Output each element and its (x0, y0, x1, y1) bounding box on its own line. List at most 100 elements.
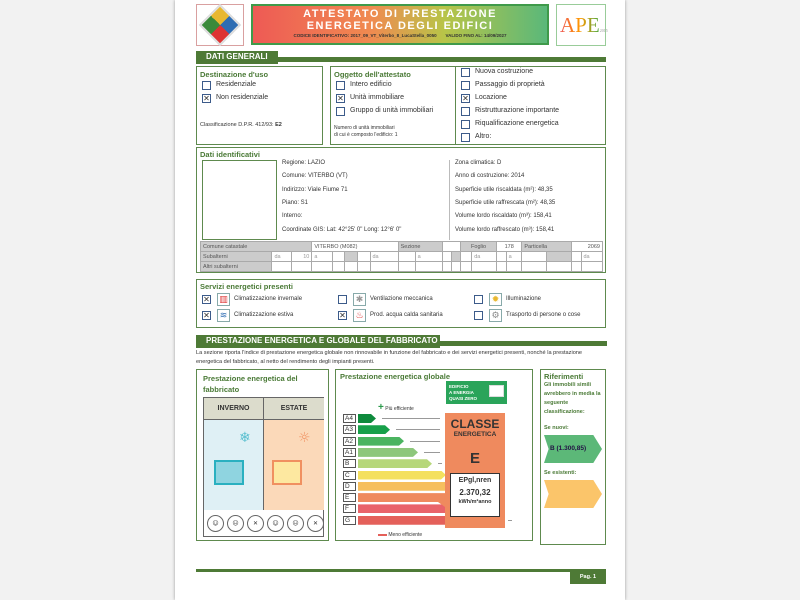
dati-identificativi-title: Dati identificativi (200, 150, 261, 159)
nuovi-arrow: B (1.300,85) (544, 435, 602, 463)
checkbox[interactable] (202, 81, 211, 90)
checkbox[interactable]: ✕ (202, 94, 211, 103)
class-label: A1 (343, 447, 356, 457)
checkbox-label: Non residenziale (216, 94, 269, 101)
service-checkbox[interactable]: ✕ (202, 295, 211, 304)
id-field: Regione: LAZIO (282, 160, 326, 166)
class-bar (358, 516, 502, 525)
class-line (410, 440, 440, 442)
id-field: Volume lordo raffrescato (m³): 158,41 (455, 226, 555, 233)
summer-house-icon: ☼ (264, 420, 324, 510)
servizi-box: Servizi energetici presenti ✕ ▥ Climatizza… (196, 279, 606, 328)
class-line (396, 429, 440, 431)
estate-label: ESTATE (264, 398, 324, 420)
service-label: Illuminazione (506, 296, 542, 302)
globale-title: Prestazione energetica globale (340, 372, 451, 381)
smiley-crossed-icon: ✕ (247, 515, 264, 532)
class-bar (358, 414, 376, 423)
riferimenti-title: Riferimenti (544, 372, 584, 381)
smiley-crossed-icon: ✕ (307, 515, 324, 532)
class-bar (358, 493, 474, 502)
servizi-title: Servizi energetici presenti (200, 282, 293, 291)
id-field: Volume lordo riscaldato (m³): 158,41 (455, 213, 552, 220)
building-photo (202, 160, 277, 240)
smiley-icon: ☺ (207, 515, 224, 532)
service-checkbox[interactable] (474, 311, 483, 320)
prestazione-header: PRESTAZIONE ENERGETICA E GLOBALE DEL FAB… (196, 335, 440, 348)
classificazione: Classificazione D.P.R. 412/93: E2 (200, 122, 282, 128)
classe-box: CLASSE ENERGETICA E EPgl,nren 2.370,32 k… (438, 413, 505, 528)
class-label: A3 (343, 425, 356, 435)
class-line (424, 451, 440, 453)
checkbox-label: Intero edificio (350, 81, 392, 88)
radiator-icon: ▥ (217, 293, 230, 306)
esistenti-arrow (544, 480, 602, 508)
checkbox[interactable] (336, 81, 345, 90)
oggetto-title: Oggetto dell'attestato (334, 70, 411, 79)
esistenti-label: Se esistenti: (544, 470, 577, 476)
checkbox[interactable] (461, 133, 470, 142)
nzeb-box: EDIFICIO A ENERGIA QUASI ZERO (446, 381, 507, 404)
gear-icon: ⚙ (489, 309, 502, 322)
valid-label: VALIDO FINO AL: (445, 33, 483, 38)
destinazione-title: Destinazione d'uso (200, 70, 269, 79)
dati-identificativi-box: Dati identificativi Regione: LAZIO Comune… (196, 147, 606, 273)
prestazione-description: La sezione riporta l'indice di prestazio… (196, 350, 583, 365)
ep-value: 2.370,32 (459, 488, 491, 497)
title-banner: ATTESTATO DI PRESTAZIONE ENERGETICA DEGL… (251, 4, 549, 45)
checkbox[interactable]: ✕ (461, 94, 470, 103)
class-label: C (343, 470, 356, 480)
id-field: Indirizzo: Viale Fiume 71 (282, 186, 348, 193)
class-label: G (343, 515, 356, 525)
certificate-page: ATTESTATO DI PRESTAZIONE ENERGETICA DEGL… (175, 0, 625, 600)
service-checkbox[interactable]: ✕ (338, 311, 347, 320)
checkbox-label: Passaggio di proprietà (475, 81, 545, 88)
service-checkbox[interactable] (338, 295, 347, 304)
checkbox-label: Nuova costruzione (475, 68, 533, 75)
checkbox-label: Residenziale (216, 81, 257, 88)
checkbox-label: Altro: (475, 133, 492, 140)
oggetto-box: Oggetto dell'attestato Intero edificio ✕ U… (330, 66, 606, 145)
dati-generali-header: DATI GENERALI (196, 51, 278, 64)
tap-icon: ♨ (353, 309, 366, 322)
class-label: D (343, 481, 356, 491)
id-field: Piano: S1 (282, 199, 309, 206)
page-number: Pag. 1 (570, 571, 606, 584)
nzeb-checkbox (489, 385, 504, 397)
checkbox[interactable] (461, 107, 470, 116)
smiley-icon: ☺ (267, 515, 284, 532)
class-line (438, 463, 442, 465)
class-label: A2 (343, 436, 356, 446)
checkbox[interactable] (461, 81, 470, 90)
minus-icon (378, 533, 387, 536)
checkbox-label: Ristrutturazione importante (475, 107, 560, 114)
id-field: Superficie utile riscaldata (m²): 48,35 (455, 186, 553, 193)
catasto-table: Comune catastale VITERBO (M082) Sezione Fog… (199, 241, 604, 272)
checkbox[interactable]: ✕ (336, 94, 345, 103)
id-field: Coordinate GIS: Lat: 42°25' 0" Long: 12°… (282, 226, 402, 233)
plus-icon: + (378, 402, 384, 413)
checkbox[interactable] (461, 68, 470, 77)
service-checkbox[interactable] (474, 295, 483, 304)
nuovi-label: Se nuovi: (544, 425, 569, 431)
fabbricato-title: Prestazione energetica del fabbricato (203, 374, 298, 394)
class-line (508, 519, 512, 521)
checkbox[interactable] (336, 107, 345, 116)
service-checkbox[interactable]: ✕ (202, 311, 211, 320)
class-bar (358, 482, 460, 491)
service-label: Trasporto di persone o cose (506, 312, 581, 318)
class-label: E (343, 493, 356, 503)
valid-value: 14/09/2027 (483, 33, 507, 38)
id-field: Comune: VITERBO (VT) (282, 173, 348, 180)
checkbox-label: Gruppo di unità immobiliari (350, 107, 434, 114)
winter-house-icon: ❄ (204, 420, 264, 510)
globale-box: Prestazione energetica globale + Più eff… (335, 369, 533, 541)
id-field: Superficie utile raffrescata (m²): 48,35 (455, 199, 556, 206)
riferimenti-box: Riferimenti Gli immobili simili avrebber… (540, 369, 606, 545)
service-label: Climatizzazione estiva (234, 312, 294, 318)
checkbox[interactable] (461, 120, 470, 129)
section-rule (196, 57, 606, 62)
meno-efficiente: Meno efficiente (378, 532, 422, 538)
id-field: Interno: (282, 213, 303, 220)
current-class: E (469, 450, 480, 467)
